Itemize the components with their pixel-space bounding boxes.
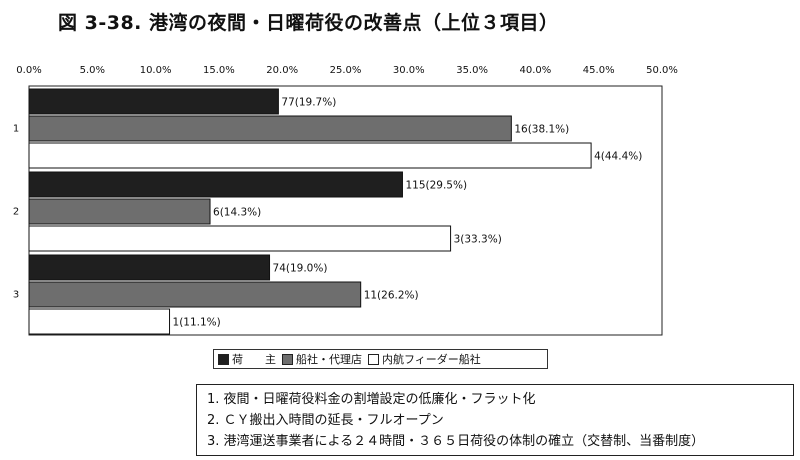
legend-item-shipper: 荷 主 — [218, 351, 276, 367]
note-item-3: 3. 港湾運送事業者による２４時間・３６５日荷役の体制の確立（交替制、当番制度） — [207, 434, 705, 449]
note-item-1: 1. 夜間・日曜荷役料金の割増設定の低廉化・フラット化 — [207, 392, 536, 407]
x-tick-label: 25.0% — [330, 65, 362, 76]
y-tick-label: 2 — [13, 207, 19, 218]
legend-label-shipper: 荷 主 — [232, 353, 276, 366]
bar — [28, 281, 362, 308]
legend-swatch-carrier — [282, 353, 293, 365]
bar-value-label: 74(19.0%) — [273, 263, 328, 275]
bar-value-label: 115(29.5%) — [405, 180, 467, 192]
bar — [28, 308, 171, 335]
legend-swatch-feeder — [368, 353, 379, 365]
x-tick-label: 20.0% — [266, 65, 298, 76]
bar-chart: 0.0% 5.0% 10.0% 15.0% 20.0% 25.0% 30.0% 35.0% 40… — [13, 65, 678, 336]
x-tick-label: 15.0% — [203, 65, 235, 76]
note-item-2: 2. ＣＹ搬出入時間の延長・フルオープン — [207, 413, 444, 428]
bar-value-label: 1(11.1%) — [173, 317, 221, 329]
x-tick-label: 10.0% — [140, 65, 172, 76]
bar-labels: 77(19.7%) 16(38.1%) 4(44.4%) 115(29.5%) 6(14… — [173, 97, 643, 329]
category-notes: 1. 夜間・日曜荷役料金の割増設定の低廉化・フラット化 2. ＣＹ搬出入時間の延… — [196, 384, 794, 456]
bar — [28, 142, 592, 169]
bar-value-label: 77(19.7%) — [281, 97, 336, 109]
bar — [28, 115, 512, 142]
bar-value-label: 3(33.3%) — [454, 234, 502, 246]
legend-item-carrier: 船社・代理店 — [282, 351, 362, 367]
bar — [28, 225, 452, 252]
x-tick-label: 5.0% — [80, 65, 105, 76]
y-axis-ticks: 1 2 3 — [13, 124, 19, 301]
page-title: 図 3-38. 港湾の夜間・日曜荷役の改善点（上位３項目） — [58, 12, 559, 34]
bars — [28, 88, 592, 335]
bar-value-label: 11(26.2%) — [364, 290, 419, 302]
x-tick-label: 45.0% — [583, 65, 615, 76]
legend-item-feeder: 内航フィーダー船社 — [368, 351, 481, 367]
x-axis-ticks: 0.0% 5.0% 10.0% 15.0% 20.0% 25.0% 30.0% 35.0% 40… — [16, 65, 678, 76]
x-tick-label: 40.0% — [520, 65, 552, 76]
x-tick-label: 35.0% — [456, 65, 488, 76]
legend-label-feeder: 内航フィーダー船社 — [382, 353, 481, 366]
bar — [28, 88, 279, 115]
bar — [28, 254, 271, 281]
legend-label-carrier: 船社・代理店 — [296, 353, 362, 366]
bar — [28, 198, 211, 225]
bar — [28, 171, 403, 198]
y-tick-label: 3 — [13, 290, 19, 301]
y-tick-label: 1 — [13, 124, 19, 135]
legend: 荷 主 船社・代理店 内航フィーダー船社 — [213, 349, 548, 369]
x-tick-label: 30.0% — [393, 65, 425, 76]
legend-swatch-shipper — [218, 353, 229, 365]
bar-value-label: 6(14.3%) — [213, 207, 261, 219]
x-tick-label: 50.0% — [646, 65, 678, 76]
x-tick-label: 0.0% — [16, 65, 41, 76]
bar-value-label: 16(38.1%) — [514, 124, 569, 136]
bar-value-label: 4(44.4%) — [594, 151, 642, 163]
